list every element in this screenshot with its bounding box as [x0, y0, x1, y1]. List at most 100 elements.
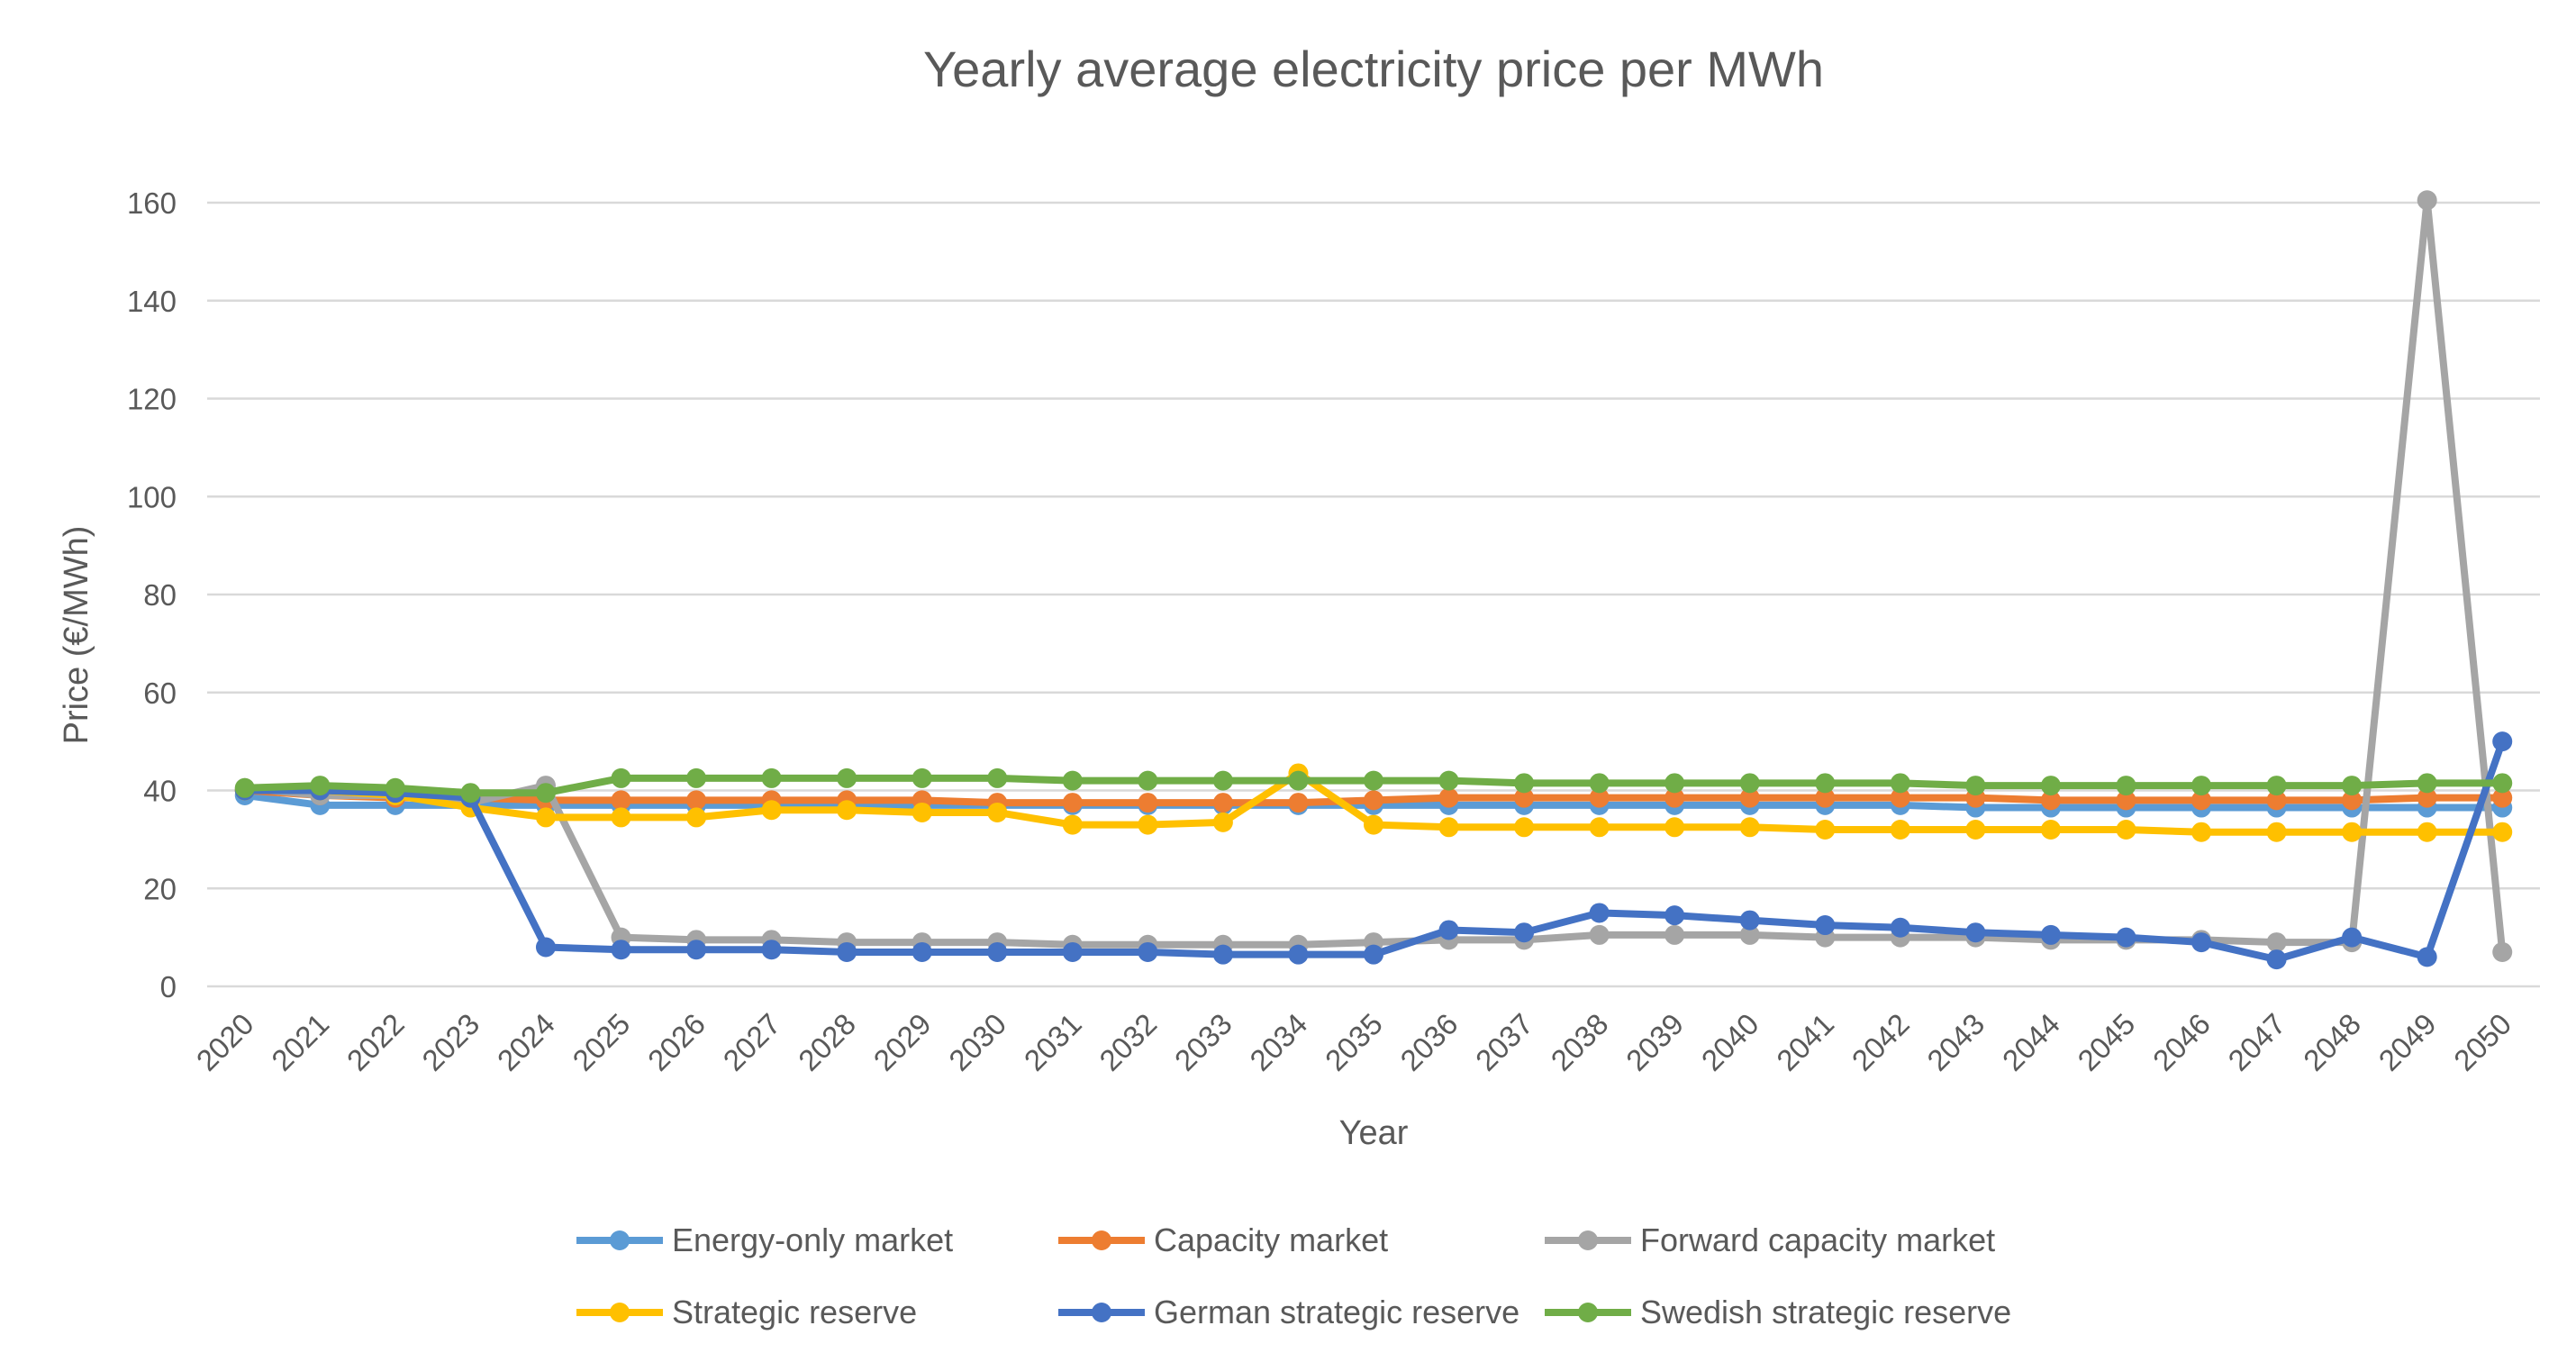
data-point: [2116, 820, 2136, 840]
data-point: [1815, 787, 1836, 808]
data-point: [987, 802, 1008, 822]
data-point: [2266, 776, 2287, 796]
data-point: [1364, 770, 1383, 791]
legend-label: Capacity market: [1154, 1221, 1388, 1258]
x-tick-label: 2030: [942, 1007, 1012, 1077]
data-point: [2417, 773, 2437, 794]
data-point: [2040, 820, 2061, 840]
legend-item: Capacity market: [1058, 1221, 1388, 1258]
data-point: [1364, 790, 1383, 811]
data-point: [1965, 776, 1986, 796]
legend-marker: [1578, 1230, 1598, 1250]
data-point: [535, 807, 556, 828]
data-point: [1739, 924, 1760, 945]
x-tick-label: 2038: [1545, 1007, 1615, 1077]
y-axis-title: Price (€/MWh): [58, 526, 95, 745]
data-point: [1589, 773, 1610, 794]
data-point: [2266, 949, 2287, 970]
data-point: [1739, 817, 1760, 838]
data-point: [1890, 787, 1910, 808]
x-tick-label: 2025: [566, 1007, 636, 1077]
data-point: [1890, 820, 1910, 840]
x-tick-label: 2020: [190, 1007, 260, 1077]
data-point: [2266, 822, 2287, 842]
legend-label: Strategic reserve: [672, 1294, 917, 1330]
data-point: [2492, 731, 2513, 752]
data-point: [2116, 927, 2136, 948]
data-point: [1438, 817, 1459, 838]
data-point: [2492, 773, 2513, 794]
legend-label: Energy-only market: [672, 1221, 953, 1258]
data-point: [1138, 770, 1158, 791]
data-point: [611, 940, 631, 960]
data-point: [686, 940, 707, 960]
legend-label: Forward capacity market: [1640, 1221, 1995, 1258]
x-axis-title: Year: [1339, 1114, 1409, 1152]
data-point: [1589, 817, 1610, 838]
y-tick-labels: 0 20 40 60 80 100 120 140 160: [127, 186, 177, 1003]
data-point: [987, 941, 1008, 962]
legend-marker: [1092, 1303, 1111, 1322]
data-point: [1589, 924, 1610, 945]
data-point: [2191, 822, 2212, 842]
x-tick-label: 2022: [340, 1007, 411, 1077]
chart-title: Yearly average electricity price per MWh: [923, 41, 1824, 97]
data-point: [2342, 927, 2363, 948]
data-point: [1815, 915, 1836, 936]
x-tick-label: 2028: [792, 1007, 862, 1077]
data-point: [1664, 773, 1685, 794]
x-tick-label: 2033: [1168, 1007, 1238, 1077]
data-point: [1212, 770, 1233, 791]
x-tick-label: 2027: [716, 1007, 786, 1077]
data-point: [1739, 910, 1760, 931]
data-point: [1664, 905, 1685, 926]
data-point: [2191, 790, 2212, 811]
data-point: [2191, 776, 2212, 796]
data-point: [2492, 822, 2513, 842]
series-forward-capacity-market: [234, 190, 2513, 962]
data-point: [1664, 787, 1685, 808]
data-point: [2492, 787, 2513, 808]
legend-marker: [610, 1230, 630, 1250]
data-point: [837, 941, 857, 962]
data-point: [460, 783, 481, 804]
x-tick-label: 2034: [1243, 1007, 1313, 1077]
data-point: [761, 800, 782, 821]
x-tick-labels: 2020 2021 2022 2023 2024 2025 2026 2027 2028 2029…: [190, 1007, 2518, 1077]
y-tick-label: 0: [160, 970, 177, 1003]
legend-item: Swedish strategic reserve: [1545, 1294, 2011, 1330]
x-tick-label: 2031: [1018, 1007, 1088, 1077]
data-point: [1438, 770, 1459, 791]
legend-marker: [610, 1303, 630, 1322]
data-point: [611, 790, 631, 811]
x-tick-label: 2042: [1846, 1007, 1916, 1077]
data-point: [1514, 773, 1535, 794]
x-tick-label: 2023: [415, 1007, 485, 1077]
data-point: [2417, 787, 2437, 808]
data-point: [1890, 773, 1910, 794]
data-point: [1062, 770, 1083, 791]
data-point: [1890, 917, 1910, 938]
data-point: [1212, 812, 1233, 832]
legend-label: Swedish strategic reserve: [1640, 1294, 2011, 1330]
data-point: [1062, 941, 1083, 962]
x-tick-label: 2043: [1920, 1007, 1991, 1077]
legend-marker: [1092, 1230, 1111, 1250]
data-point: [310, 776, 331, 796]
data-point: [761, 940, 782, 960]
data-point: [912, 941, 932, 962]
legend-item: German strategic reserve: [1058, 1294, 1519, 1330]
data-point: [1138, 941, 1158, 962]
data-point: [2116, 776, 2136, 796]
data-point: [2342, 822, 2363, 842]
data-point: [1664, 817, 1685, 838]
data-point: [1514, 922, 1535, 943]
data-point: [987, 767, 1008, 788]
x-tick-label: 2024: [491, 1007, 561, 1077]
data-point: [535, 783, 556, 804]
y-tick-label: 160: [127, 186, 177, 220]
data-point: [912, 802, 932, 822]
x-tick-label: 2040: [1695, 1007, 1765, 1077]
